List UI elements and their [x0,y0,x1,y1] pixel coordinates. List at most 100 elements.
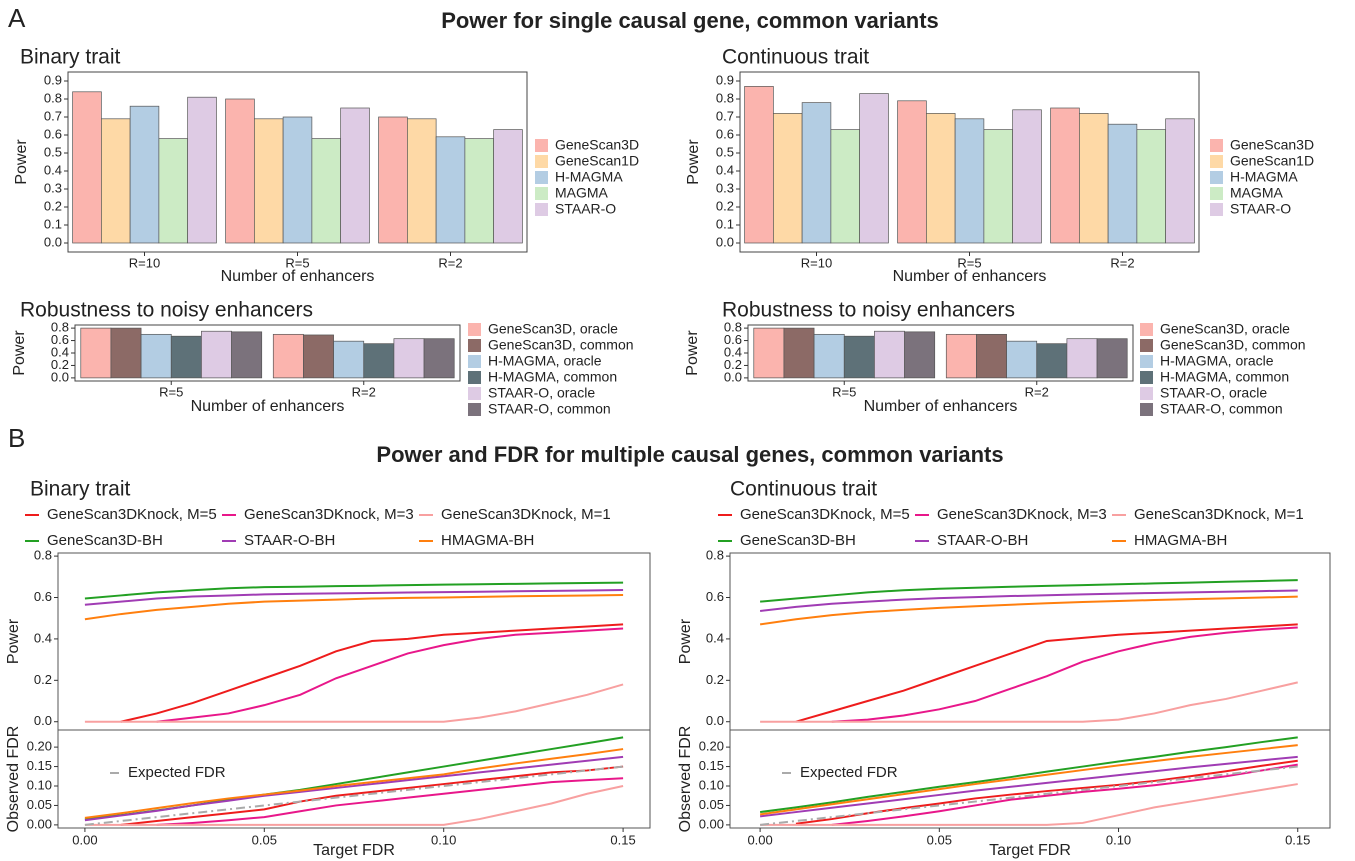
legend-label: GeneScan3D-BH [47,532,163,549]
bar [1165,118,1195,244]
line [795,623,1298,723]
y-tick-label: 0.8 [716,90,734,105]
line [156,777,624,826]
x-tick-label: 0.05 [927,832,952,847]
legend-label: Expected FDR [800,764,898,781]
legend-label: STAAR-O-BH [937,532,1028,549]
bar [303,334,334,379]
bar [282,116,313,244]
bar [813,333,845,379]
legend-label: GeneScan3DKnock, M=3 [244,506,414,523]
bar [1136,129,1166,244]
bar [1107,123,1138,244]
y-tick-label: 0.5 [44,144,62,159]
legend-label: GeneScan3D [555,137,639,153]
x-tick-label: 0.00 [747,832,772,847]
line [84,785,624,826]
x-axis-label: Target FDR [313,842,395,859]
legend-label: GeneScan3DKnock, M=3 [937,506,1107,523]
legend-swatch [535,171,548,184]
line [84,765,624,826]
y-tick-label: 0.6 [706,589,724,604]
y-axis-label: Observed FDR [5,726,22,833]
y-tick-label: 0.4 [51,344,69,359]
plot-frame [729,729,1331,829]
y-tick-label: 0.20 [27,739,52,754]
bar [340,107,370,244]
legend-swatch [468,387,481,400]
y-tick-label: 0.8 [724,320,742,335]
bar [170,335,202,379]
x-axis-label: Number of enhancers [864,398,1018,415]
line [759,589,1298,612]
legend-label: HMAGMA-BH [1134,532,1227,549]
legend-swatch [468,371,481,384]
y-axis-label: Power [13,139,30,185]
y-axis-label: Power [5,618,22,664]
y-tick-label: 0.2 [706,672,724,687]
x-tick-label: R=10 [801,255,832,270]
x-tick-label: 0.10 [431,832,456,847]
legend-swatch [535,187,548,200]
y-tick-label: 0.1 [44,216,62,231]
legend-label: STAAR-O-BH [244,532,335,549]
x-tick-label: 0.10 [1106,832,1131,847]
y-tick-label: 0.0 [706,713,724,728]
bar [983,129,1013,244]
legend-swatch [1210,187,1223,200]
legend-label: GeneScan3D, oracle [1160,321,1290,337]
plot-frame [729,552,1331,731]
chart-title: Robustness to noisy enhancers [20,299,313,322]
bar [493,129,523,244]
legend-label: HMAGMA-BH [441,532,534,549]
line [759,755,1298,818]
line [759,595,1298,626]
legend-label: STAAR-O, common [1160,401,1283,417]
x-tick-label: R=5 [832,384,856,399]
y-tick-label: 0.0 [724,369,742,384]
line [759,736,1298,814]
bar [225,98,255,244]
y-tick-label: 0.2 [51,357,69,372]
x-axis-label: Number of enhancers [893,268,1047,285]
x-tick-label: R=5 [285,255,309,270]
line [759,744,1298,816]
x-tick-label: R=2 [352,384,376,399]
legend-label: STAAR-O, oracle [1160,385,1267,401]
line [120,623,624,723]
legend-label: STAAR-O [1230,201,1291,217]
y-tick-label: 0.10 [27,777,52,792]
line [831,626,1298,723]
bar [926,113,956,244]
legend-label: STAAR-O, common [488,401,611,417]
bar [435,136,466,244]
y-tick-label: 0.3 [716,180,734,195]
line [84,748,624,819]
bar [72,91,102,244]
legend-label: GeneScan1D [1230,153,1314,169]
bar [272,333,304,379]
legend-swatch [1140,323,1153,336]
bar [859,93,889,244]
legend-label: GeneScan3D, common [488,337,634,353]
bar [801,102,832,244]
bar [830,129,860,244]
chart-title: Continuous trait [730,478,877,501]
y-axis-label: Power [685,139,702,185]
y-tick-label: 0.9 [44,72,62,87]
x-tick-label: R=5 [159,384,183,399]
bar [311,138,341,244]
bar [423,338,455,379]
section-title: Power for single causal gene, common var… [441,8,939,33]
legend-swatch [468,355,481,368]
y-tick-label: 0.05 [699,797,724,812]
y-tick-label: 0.0 [51,369,69,384]
bar [378,116,408,244]
x-tick-label: R=2 [1110,255,1134,270]
legend-swatch [468,403,481,416]
chart-title: Robustness to noisy enhancers [722,299,1015,322]
x-axis-label: Target FDR [989,842,1071,859]
y-tick-label: 0.6 [44,126,62,141]
legend-swatch [1140,387,1153,400]
